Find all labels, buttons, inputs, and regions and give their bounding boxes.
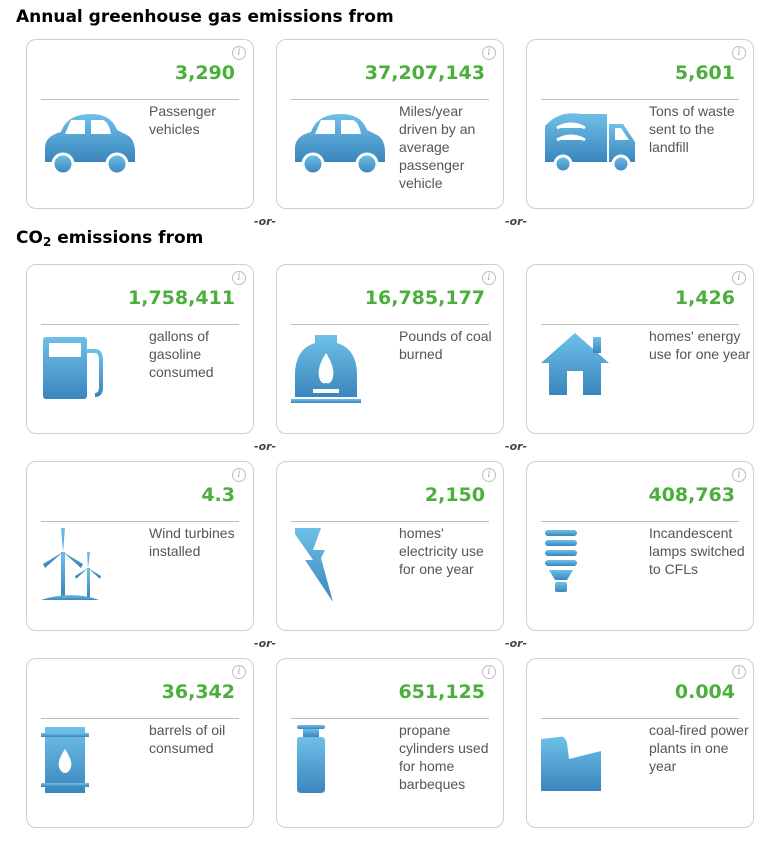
divider (541, 99, 739, 100)
info-icon[interactable]: i (482, 46, 496, 60)
info-icon[interactable]: i (732, 271, 746, 285)
info-icon[interactable]: i (232, 468, 246, 482)
card-waste-landfill: i 5,601 Tons of waste sent to the landfi… (526, 39, 754, 209)
coal-furnace-icon (291, 331, 387, 427)
card-label: Wind turbines installed (149, 525, 235, 559)
card-label: gallons of gasoline consumed (149, 328, 214, 380)
card-value: 1,758,411 (128, 287, 235, 309)
card-value: 36,342 (161, 681, 235, 703)
or-separator: -or- (254, 440, 277, 453)
card-value: 37,207,143 (364, 62, 485, 84)
or-separator: -or- (254, 215, 277, 228)
card-label: Tons of waste sent to the landfill (649, 103, 735, 155)
or-separator: -or- (505, 637, 528, 650)
card-value: 5,601 (674, 62, 735, 84)
card-label: coal-fired power plants in one year (649, 722, 749, 774)
propane-cylinder-icon (291, 725, 387, 821)
lightning-bolt-icon (291, 528, 387, 624)
card-label: Passenger vehicles (149, 103, 216, 137)
info-icon[interactable]: i (232, 271, 246, 285)
card-label: barrels of oil consumed (149, 722, 226, 756)
info-icon[interactable]: i (482, 271, 496, 285)
card-value: 4.3 (201, 484, 235, 506)
card-gasoline: i 1,758,411 gallons of gasoline consumed (26, 264, 254, 434)
info-icon[interactable]: i (232, 665, 246, 679)
divider (541, 324, 739, 325)
divider (291, 521, 489, 522)
divider (291, 324, 489, 325)
gas-pump-icon (41, 331, 137, 427)
garbage-truck-icon (541, 106, 637, 202)
section-title-greenhouse: Annual greenhouse gas emissions from (16, 7, 394, 27)
wind-turbine-icon (41, 528, 137, 624)
card-label: propane cylinders used for home barbeque… (399, 722, 489, 792)
card-value: 408,763 (648, 484, 735, 506)
info-icon[interactable]: i (732, 468, 746, 482)
card-propane-cylinders: i 651,125 propane cylinders used for hom… (276, 658, 504, 828)
info-icon[interactable]: i (732, 46, 746, 60)
card-passenger-vehicles: i 3,290 Passenger vehicles (26, 39, 254, 209)
card-coal-burned: i 16,785,177 Pounds of coal burned (276, 264, 504, 434)
card-homes-electricity: i 2,150 homes' electricity use for one y… (276, 461, 504, 631)
card-value: 16,785,177 (364, 287, 485, 309)
info-icon[interactable]: i (232, 46, 246, 60)
card-label: Incandescent lamps switched to CFLs (649, 525, 745, 577)
card-value: 0.004 (674, 681, 735, 703)
card-cfl-lamps: i 408,763 Incandescent lamps switched to… (526, 461, 754, 631)
card-label: homes' electricity use for one year (399, 525, 484, 577)
card-value: 2,150 (424, 484, 485, 506)
card-label: homes' energy use for one year (649, 328, 751, 362)
or-separator: -or- (505, 440, 528, 453)
card-value: 651,125 (398, 681, 485, 703)
oil-barrel-icon (41, 725, 137, 821)
car-icon (291, 106, 387, 202)
power-plant-icon (541, 725, 637, 821)
divider (541, 718, 739, 719)
card-value: 1,426 (674, 287, 735, 309)
card-oil-barrels: i 36,342 barrels of oil consumed (26, 658, 254, 828)
divider (541, 521, 739, 522)
car-icon (41, 106, 137, 202)
divider (41, 521, 239, 522)
or-separator: -or- (254, 637, 277, 650)
section-title-co2: CO2 emissions from (16, 228, 204, 249)
card-homes-energy: i 1,426 homes' energy use for one year (526, 264, 754, 434)
divider (291, 99, 489, 100)
info-icon[interactable]: i (482, 468, 496, 482)
divider (41, 324, 239, 325)
card-label: Pounds of coal burned (399, 328, 492, 362)
divider (41, 99, 239, 100)
house-icon (541, 331, 637, 427)
divider (291, 718, 489, 719)
card-label: Miles/year driven by an average passenge… (399, 103, 476, 191)
card-miles-driven: i 37,207,143 Miles/year driven by an ave… (276, 39, 504, 209)
info-icon[interactable]: i (482, 665, 496, 679)
card-power-plants: i 0.004 coal-fired power plants in one y… (526, 658, 754, 828)
or-separator: -or- (505, 215, 528, 228)
divider (41, 718, 239, 719)
card-value: 3,290 (174, 62, 235, 84)
card-wind-turbines: i 4.3 Wind turbines installed (26, 461, 254, 631)
cfl-bulb-icon (541, 528, 637, 624)
info-icon[interactable]: i (732, 665, 746, 679)
